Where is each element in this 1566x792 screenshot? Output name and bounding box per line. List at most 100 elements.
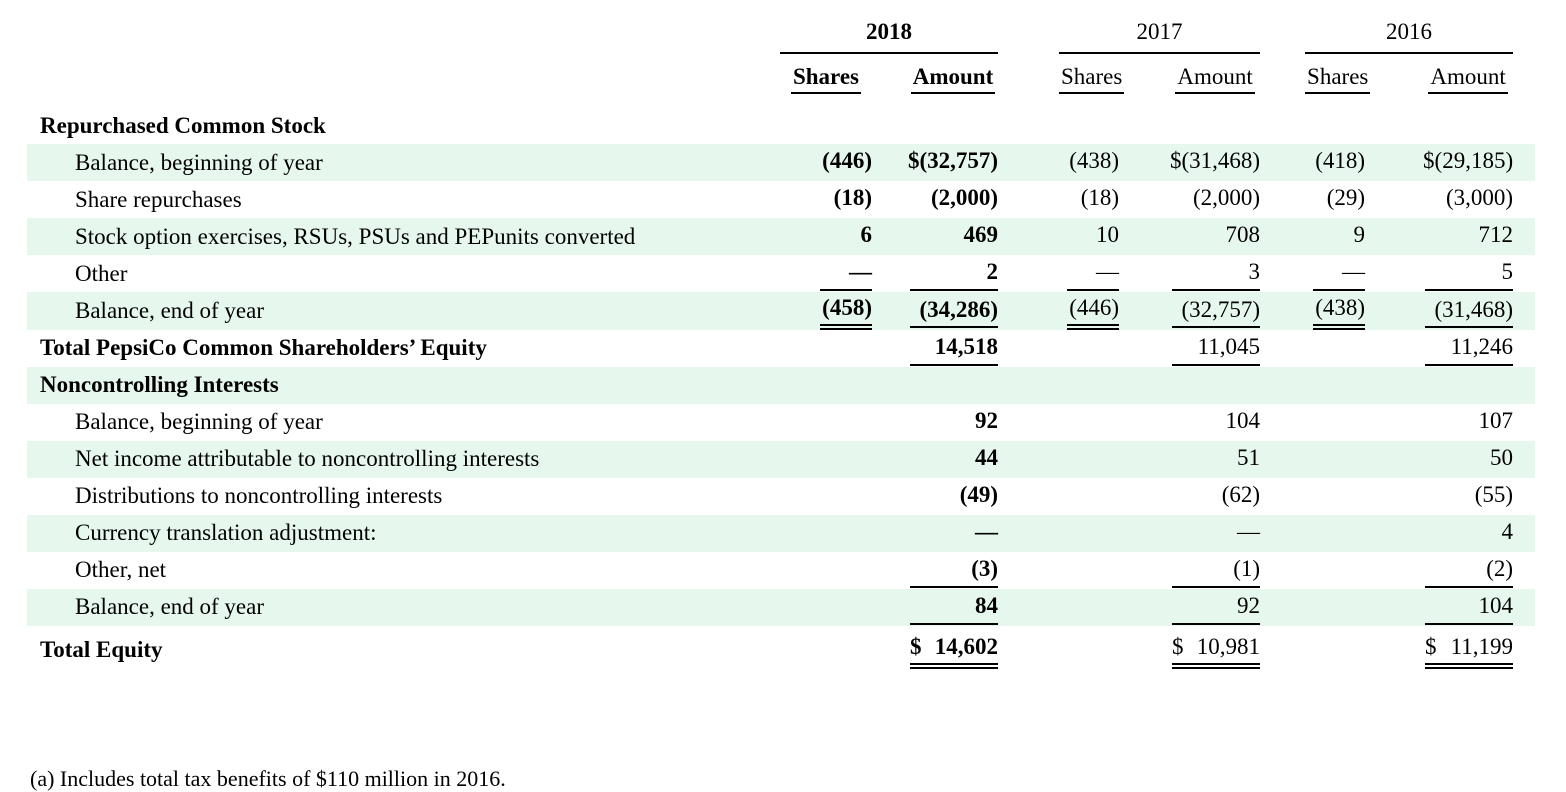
cell-2016-shares <box>1305 440 1366 478</box>
cell-2017-amount: — <box>1170 514 1261 552</box>
cell-2017-shares: (438) <box>1059 144 1120 182</box>
cell-value: 44 <box>975 444 999 470</box>
column-gap <box>998 440 1060 478</box>
shareholders-equity-table: 2018 2017 2016 Shares Amount Shares Amou… <box>27 18 1536 674</box>
table-row: Distributions to noncontrolling interest… <box>27 478 1535 515</box>
header-spacer <box>1513 18 1535 53</box>
column-gap <box>1119 440 1171 478</box>
column-gap <box>1260 218 1306 256</box>
cell-2018-shares <box>780 626 872 674</box>
column-gap <box>998 181 1059 218</box>
table-row: Currency translation adjustment: — — 4 <box>27 514 1536 552</box>
cell-2016-amount: 4 <box>1423 514 1514 552</box>
cell-2017-shares <box>1059 588 1120 626</box>
column-gap <box>1119 404 1170 441</box>
column-gap <box>872 144 908 182</box>
column-gap <box>872 366 908 404</box>
column-gap <box>1119 552 1170 589</box>
cell-2016-amount: (31,468) <box>1423 292 1514 330</box>
subheader-2017-shares: Shares <box>1059 53 1125 108</box>
column-gap <box>998 218 1060 256</box>
cell-2017-amount: $(31,468) <box>1170 144 1260 182</box>
table-body: Repurchased Common Stock Balance, beginni… <box>27 107 1536 674</box>
column-gap <box>998 404 1059 441</box>
cell-value: (31,468) <box>1425 296 1514 329</box>
column-gap <box>1513 330 1535 367</box>
column-gap <box>1260 107 1305 144</box>
column-gap <box>1365 218 1424 256</box>
cell-value: (55) <box>1474 481 1514 507</box>
column-gap <box>1365 144 1424 182</box>
column-gap <box>1119 255 1170 292</box>
cell-value: 11,246 <box>1425 333 1514 366</box>
cell-value: (418) <box>1315 148 1366 174</box>
table-row: Balance, beginning of year (446) $(32,757)… <box>27 144 1536 182</box>
cell-2017-shares: (446) <box>1059 292 1120 330</box>
cell-value: 2 <box>910 258 999 291</box>
cell-2018-shares <box>780 440 872 478</box>
cell-2016-amount <box>1423 366 1514 404</box>
cell-value: 50 <box>1490 444 1514 470</box>
year-header-row: 2018 2017 2016 <box>27 18 1535 54</box>
cell-2018-shares: (458) <box>780 292 872 330</box>
cell-value: 3 <box>1172 258 1261 291</box>
cell-value: 4 <box>1501 518 1514 544</box>
column-gap <box>1365 588 1424 626</box>
cell-2017-amount: 51 <box>1170 440 1261 478</box>
cell-value: 11,045 <box>1172 333 1261 366</box>
column-gap <box>998 255 1059 292</box>
cell-2017-shares: (18) <box>1059 181 1119 218</box>
cell-2018-amount: (49) <box>908 478 998 515</box>
column-gap <box>1119 218 1171 256</box>
column-gap <box>1365 330 1423 367</box>
cell-2016-shares <box>1305 552 1365 589</box>
column-gap <box>998 514 1060 552</box>
cell-2018-shares <box>780 552 872 589</box>
table-row: Stock option exercises, RSUs, PSUs and P… <box>27 218 1536 256</box>
column-gap <box>1260 440 1306 478</box>
cell-2017-amount: 92 <box>1170 588 1261 626</box>
cell-2018-amount: 2 <box>908 255 999 292</box>
column-gap <box>1260 404 1305 441</box>
column-gap <box>998 366 1060 404</box>
column-gap <box>1260 181 1305 218</box>
year-label: 2017 <box>1136 19 1183 44</box>
column-gap <box>1260 478 1305 515</box>
cell-value: 5 <box>1425 258 1514 291</box>
cell-2016-shares: 9 <box>1305 218 1366 256</box>
cell-value: (18) <box>833 185 872 211</box>
cell-value: 14,518 <box>910 333 999 366</box>
cell-value: (446) <box>822 148 872 174</box>
column-gap <box>1119 107 1170 144</box>
cell-2016-amount: 104 <box>1423 588 1514 626</box>
column-gap <box>1513 514 1536 552</box>
cell-2017-amount: (2,000) <box>1170 181 1260 218</box>
cell-2017-shares <box>1059 440 1120 478</box>
row-label: Share repurchases <box>75 186 242 212</box>
cell-value: 92 <box>1172 592 1261 625</box>
cell-2018-amount: 44 <box>908 440 999 478</box>
cell-value: 708 <box>1225 222 1261 248</box>
table-row: Share repurchases (18) (2,000) (18) (2,000) (… <box>27 181 1535 218</box>
row-label: Repurchased Common Stock <box>40 112 326 138</box>
amount-value: 10,981 <box>1196 633 1261 659</box>
cell-2017-shares <box>1059 330 1119 367</box>
cell-2017-shares <box>1059 107 1119 144</box>
cell-2017-amount: 104 <box>1170 404 1261 441</box>
column-gap <box>1513 552 1535 589</box>
cell-2016-shares <box>1305 107 1365 144</box>
column-gap <box>998 53 1059 108</box>
cell-2018-amount: 92 <box>908 404 998 441</box>
year-header-2017: 2017 <box>1059 18 1261 54</box>
cell-2018-amount: — <box>908 514 999 552</box>
column-gap <box>872 404 908 441</box>
cell-2018-shares: — <box>780 255 872 292</box>
column-gap <box>872 292 908 330</box>
cell-value: (3) <box>910 555 999 588</box>
column-gap <box>998 144 1060 182</box>
cell-value: $11,199 <box>1425 633 1514 669</box>
cell-value: 10 <box>1096 222 1120 248</box>
cell-2018-shares <box>780 107 872 144</box>
column-gap <box>1260 330 1305 367</box>
cell-2017-amount <box>1170 107 1260 144</box>
